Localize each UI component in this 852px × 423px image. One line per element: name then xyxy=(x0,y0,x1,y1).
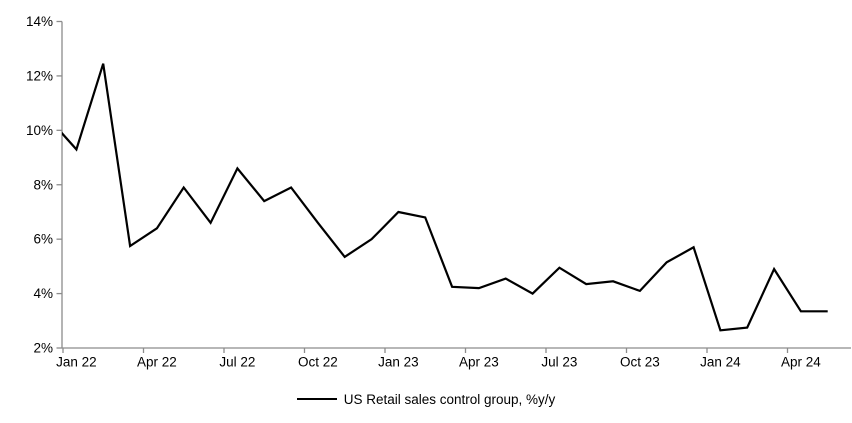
x-tick-label: Apr 24 xyxy=(781,355,821,370)
legend: US Retail sales control group, %y/y xyxy=(0,389,852,409)
x-tick-label: Oct 23 xyxy=(620,355,660,370)
y-tick-label: 10% xyxy=(26,123,53,138)
x-tick-label: Apr 22 xyxy=(137,355,177,370)
x-tick-label: Jul 22 xyxy=(219,355,255,370)
x-tick-label: Apr 23 xyxy=(459,355,499,370)
series-line xyxy=(62,63,828,332)
y-tick-label: 6% xyxy=(33,232,53,247)
y-tick-label: 2% xyxy=(33,341,53,356)
legend-line-sample xyxy=(296,398,337,400)
y-tick-label: 4% xyxy=(33,286,53,301)
y-tick-label: 8% xyxy=(33,177,53,192)
y-tick-label: 12% xyxy=(26,68,53,83)
x-tick-label: Jan 23 xyxy=(378,355,419,370)
x-tick-label: Jan 22 xyxy=(56,355,97,370)
x-tick-label: Jan 24 xyxy=(700,355,741,370)
y-tick-label: 14% xyxy=(26,14,53,29)
x-tick-label: Oct 22 xyxy=(298,355,338,370)
legend-label: US Retail sales control group, %y/y xyxy=(343,391,556,407)
x-tick-label: Jul 23 xyxy=(541,355,577,370)
